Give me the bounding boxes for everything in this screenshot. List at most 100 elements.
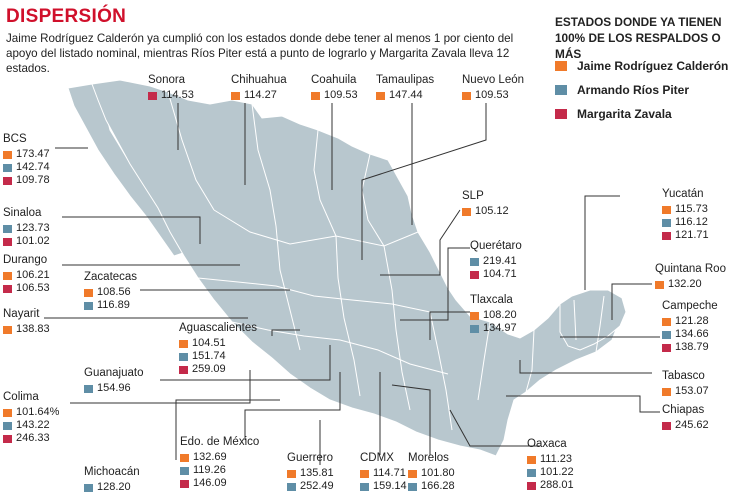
state-value-row: 119.26 [180,465,226,476]
support-value: 252.49 [300,480,334,492]
candidate-swatch-jrc [462,91,471,100]
candidate-swatch-arp [408,482,417,491]
support-value: 119.26 [193,464,226,476]
candidate-swatch-arp [527,468,536,477]
legend-label: Armando Ríos Piter [577,83,690,97]
subtitle: Jaime Rodríguez Calderón ya cumplió con … [6,32,514,75]
candidate-swatch-jrc [527,455,536,464]
support-value: 259.09 [192,363,226,375]
candidate-swatch-arp [662,218,671,227]
support-value: 104.51 [192,337,226,349]
state-label-aguascalientes: Aguascalientes [179,322,257,334]
state-value-row: 121.71 [662,230,709,241]
candidate-swatch-mz [3,434,12,443]
state-value-row: 246.33 [3,433,50,444]
leader-morelos [391,384,431,455]
state-value-row: 108.20 [470,310,517,321]
support-value: 123.73 [16,222,50,234]
support-value: 153.07 [675,385,709,397]
support-value: 288.01 [540,479,574,491]
state-value-row: 121.28 [662,316,709,327]
candidate-swatch-arp [84,483,93,492]
candidate-swatch-jrc [311,91,320,100]
state-value-row: 104.71 [470,269,517,280]
state-label-edomex: Edo. de México [180,436,260,448]
state-value-row: 159.14 [360,481,407,492]
candidate-swatch-jrc [84,288,93,297]
candidate-swatch-arp [3,163,12,172]
support-value: 151.74 [192,350,226,362]
support-value: 111.23 [540,453,573,465]
support-value: 135.81 [300,467,334,479]
candidate-swatch-jrc [3,325,12,334]
support-value: 106.53 [16,282,50,294]
candidate-swatch-arp [84,384,93,393]
state-value-row: 138.79 [662,342,709,353]
candidate-swatch-mz [662,231,671,240]
candidate-swatch-jrc [3,271,12,280]
support-value: 132.20 [668,278,702,290]
state-value-row: 134.97 [470,323,517,334]
candidate-swatch-jrc [287,469,296,478]
legend-title-line2: 100% DE LOS RESPALDOS O MÁS [555,31,721,61]
state-label-nayarit: Nayarit [3,308,40,320]
legend-item-margarita-zavala: Margarita Zavala [555,105,672,123]
state-value-row: 128.20 [84,482,131,493]
state-label-queretaro: Querétaro [470,240,522,252]
legend-swatch-red [555,109,567,119]
state-label-bcs: BCS [3,133,27,145]
leader-sinaloa [62,216,201,244]
state-value-row: 134.66 [662,329,709,340]
leader-colima [70,370,251,404]
support-value: 246.33 [16,432,50,444]
candidate-swatch-jrc [3,408,12,417]
support-value: 128.20 [97,481,131,493]
support-value: 108.20 [483,309,517,321]
state-label-sonora: Sonora [148,74,186,86]
candidate-swatch-mz [662,343,671,352]
candidate-swatch-jrc [662,317,671,326]
leader-chiapas [506,395,660,413]
support-value: 134.97 [483,322,517,334]
support-value: 159.14 [373,480,407,492]
candidate-swatch-arp [3,421,12,430]
state-value-row: 108.56 [84,287,131,298]
state-label-tabasco: Tabasco [662,370,705,382]
candidate-swatch-jrc [662,205,671,214]
state-value-row: 106.21 [3,270,50,281]
state-value-row: 116.89 [84,300,130,311]
candidate-swatch-arp [470,257,479,266]
candidate-swatch-jrc [179,339,188,348]
leader-aguascalientes [271,329,300,336]
title: DISPERSIÓN [6,6,127,27]
support-value: 109.53 [324,89,358,101]
leader-nuevo-leon [361,103,487,260]
state-value-row: 114.53 [148,90,194,101]
legend-label: Jaime Rodríguez Calderón [577,59,729,73]
support-value: 154.96 [97,382,131,394]
state-value-row: 101.02 [3,236,50,247]
support-value: 101.02 [16,235,50,247]
candidate-swatch-arp [360,482,369,491]
support-value: 101.64% [16,406,60,418]
state-value-row: 245.62 [662,420,709,431]
state-value-row: 146.09 [180,478,227,489]
leader-lines [44,103,660,465]
leader-quintana-roo [611,283,652,320]
state-label-morelos: Morelos [408,452,449,464]
candidate-swatch-mz [3,284,12,293]
state-label-campeche: Campeche [662,300,718,312]
support-value: 134.66 [675,328,709,340]
state-value-row: 109.78 [3,175,50,186]
legend-title-line1: ESTADOS DONDE YA TIENEN [555,15,722,29]
support-value: 121.71 [675,229,709,241]
support-value: 166.28 [421,480,455,492]
legend-item-armando-rios: Armando Ríos Piter [555,81,689,99]
state-value-row: 147.44 [376,90,423,101]
state-value-row: 151.74 [179,351,226,362]
support-value: 109.78 [16,174,50,186]
support-value: 109.53 [475,89,509,101]
state-label-tamaulipas: Tamaulipas [376,74,435,86]
